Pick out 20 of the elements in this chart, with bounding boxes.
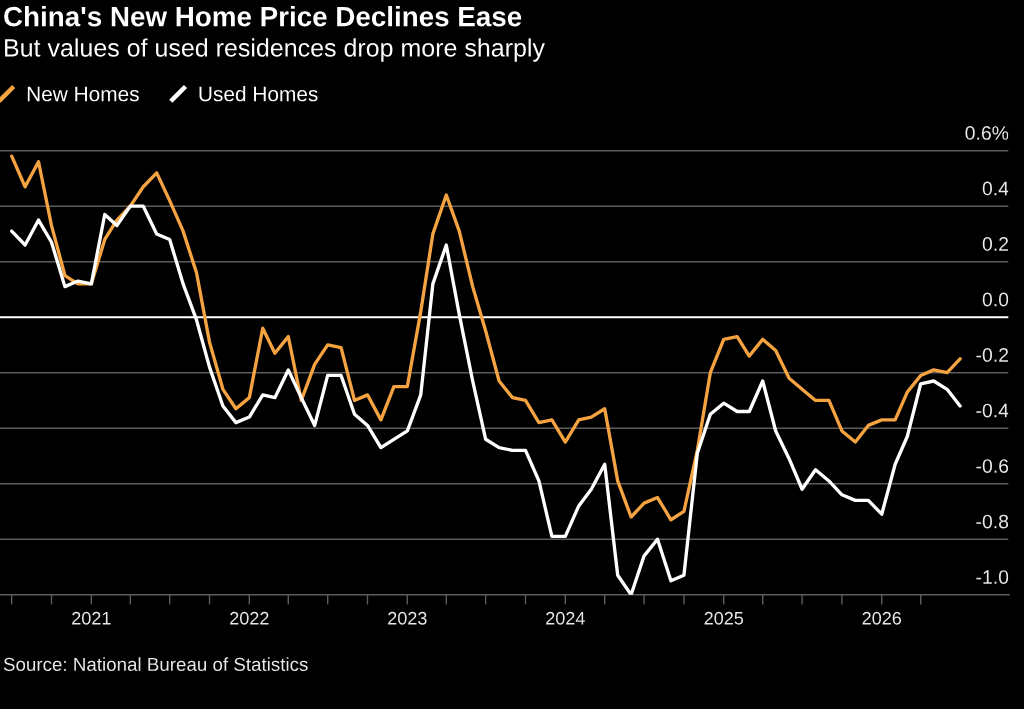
y-tick-label: 0.2 [982,237,1009,251]
x-tick-label: 2023 [388,611,427,625]
source-note: Source: National Bureau of Statistics [3,657,308,672]
y-tick-label: -0.2 [976,348,1009,362]
y-tick-label: -0.6 [976,459,1009,473]
y-tick-label: -0.4 [976,403,1009,418]
legend-label: Used Homes [199,86,318,102]
y-tick-label: 0.6% [965,126,1009,140]
x-tick-label: 2021 [72,611,111,625]
x-tick-label: 2025 [704,611,744,625]
legend-label: New Homes [27,86,139,102]
y-tick-label: 0.0 [982,292,1009,307]
x-tick-label: 2026 [862,611,902,625]
x-tick-label: 2024 [546,611,585,625]
y-tick-label: -1.0 [976,570,1009,584]
chart-subtitle: But values of used residences drop more sharply [5,38,545,62]
y-tick-label: -0.8 [976,514,1009,529]
x-tick-label: 2022 [230,611,269,625]
y-tick-label: 0.4 [982,181,1009,196]
chart-title: China's New Home Price Declines Ease [4,6,522,27]
